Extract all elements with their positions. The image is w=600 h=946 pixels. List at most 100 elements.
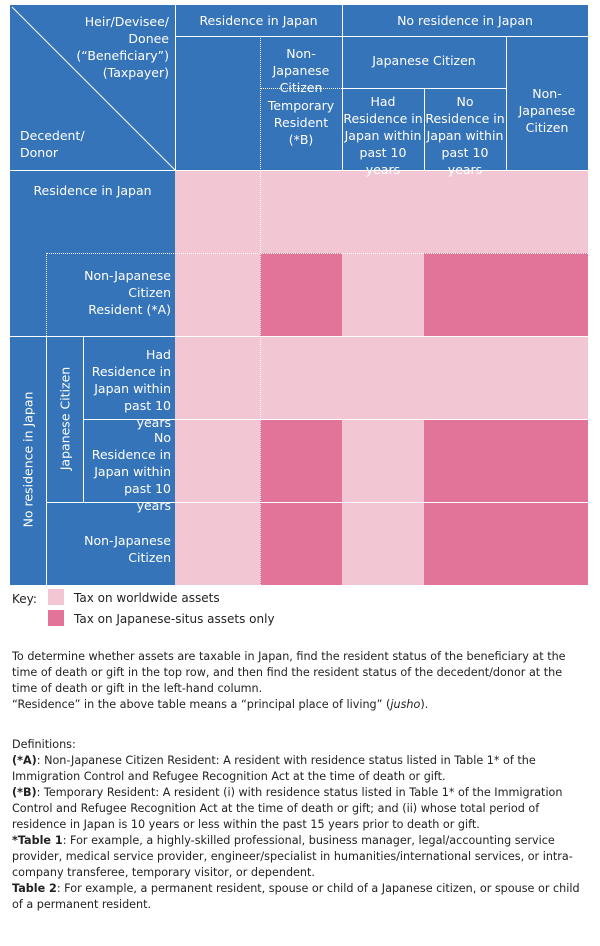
- tax-cell-japanese-situs: [506, 253, 588, 336]
- definition-label: (*B): [12, 786, 37, 799]
- taxpayer-line: (Taxpayer): [102, 65, 169, 80]
- header-band: [10, 5, 588, 170]
- row-line: Non-Japanese: [84, 268, 171, 283]
- tax-cell-worldwide: [424, 336, 506, 419]
- tax-cell-worldwide: [506, 170, 588, 253]
- key-title: Key:: [12, 592, 37, 606]
- row-line: Japan within: [94, 464, 171, 479]
- row-header-had-residence: Had Residence in Japan within past 10 ye…: [88, 346, 171, 431]
- header-divider: [506, 36, 507, 170]
- row-line: Residence in: [91, 364, 171, 379]
- tax-cell-japanese-situs: [260, 253, 342, 336]
- header-line: Citizen: [279, 80, 323, 95]
- row-line: Citizen: [128, 285, 171, 300]
- header-divider: [175, 5, 176, 170]
- left-divider: [46, 336, 47, 585]
- header-line: past 10 years: [359, 145, 407, 177]
- col-header-temporary-resident: Temporary Resident (*B): [260, 97, 342, 148]
- decedent-label: Decedent/ Donor: [20, 127, 85, 161]
- definition-text: : For example, a highly-skilled professi…: [12, 834, 573, 879]
- decedent-line: Donor: [20, 145, 58, 160]
- row-header-no-residence-in-japan: No residence in Japan: [20, 391, 36, 528]
- header-divider: [342, 88, 506, 89]
- definition-table-1: *Table 1: For example, a highly-skilled …: [12, 833, 590, 881]
- definitions-title: Definitions:: [12, 738, 76, 751]
- key-label-worldwide: Tax on worldwide assets: [74, 591, 220, 605]
- header-line: No: [456, 94, 474, 109]
- left-divider: [46, 502, 588, 503]
- tax-cell-japanese-situs: [424, 419, 506, 502]
- header-line: past 10 years: [441, 145, 489, 177]
- definition-text: : For example, a permanent resident, spo…: [12, 882, 580, 911]
- row-line: Japan within: [94, 381, 171, 396]
- tax-cell-worldwide: [175, 419, 260, 502]
- row-header-japanese-citizen: Japanese Citizen: [57, 366, 73, 471]
- diagonal-divider: [11, 6, 175, 170]
- definition-b: (*B): Temporary Resident: A resident (i)…: [12, 785, 590, 833]
- header-dotted-divider: [260, 88, 342, 89]
- definition-text: : Temporary Resident: A resident (i) wit…: [12, 786, 563, 831]
- intro-paragraph: To determine whether assets are taxable …: [12, 650, 566, 695]
- tax-cell-japanese-situs: [260, 502, 342, 585]
- definition-text: : Non-Japanese Citizen Resident: A resid…: [12, 754, 536, 783]
- row-header-no-residence: No Residence in Japan within past 10 yea…: [88, 429, 171, 514]
- row-line: past 10 years: [124, 481, 171, 513]
- tax-cell-worldwide: [260, 170, 342, 253]
- tax-cell-worldwide: [175, 502, 260, 585]
- tax-cell-japanese-situs: [424, 253, 506, 336]
- left-band: [10, 170, 175, 585]
- tax-cell-worldwide: [175, 336, 260, 419]
- header-divider: [175, 36, 588, 37]
- decedent-line: Decedent/: [20, 128, 85, 143]
- tax-cell-worldwide: [175, 170, 260, 253]
- left-divider: [10, 170, 588, 171]
- tax-cell-japanese-situs: [424, 502, 506, 585]
- tax-cell-worldwide: [506, 336, 588, 419]
- header-line: Japan within: [426, 128, 504, 143]
- header-dotted-divider: [260, 36, 261, 585]
- col-header-no-residence: No Residence in Japan within past 10 yea…: [424, 93, 506, 178]
- row-line: Had: [146, 347, 171, 362]
- tax-cell-japanese-situs: [260, 419, 342, 502]
- col-header-no-residence-in-japan: No residence in Japan: [397, 13, 533, 28]
- header-line: Residence in: [425, 111, 505, 126]
- row-header-residence-in-japan: Residence in Japan: [33, 183, 152, 198]
- header-line: Had: [370, 94, 396, 109]
- left-dotted-divider: [46, 253, 588, 254]
- header-line: Non-Japanese: [518, 86, 576, 118]
- left-dotted-divider: [46, 253, 47, 336]
- residence-note-term: jusho: [390, 698, 421, 711]
- col-header-non-japanese-citizen-nr: Non-Japanese Citizen: [506, 85, 588, 136]
- header-line: Temporary: [267, 98, 335, 113]
- row-line: Non-Japanese: [84, 533, 171, 548]
- header-line: Non-Japanese: [272, 46, 330, 78]
- taxpayer-line: Donee: [128, 31, 169, 46]
- tax-cell-worldwide: [260, 336, 342, 419]
- left-divider: [10, 336, 588, 337]
- row-line: past 10 years: [124, 398, 171, 430]
- definitions: Definitions: (*A): Non-Japanese Citizen …: [12, 737, 590, 913]
- definition-label: *Table 1: [12, 834, 63, 847]
- col-header-non-japanese-citizen: Non-Japanese Citizen: [260, 45, 342, 96]
- intro-text: To determine whether assets are taxable …: [12, 649, 590, 713]
- header-line: Citizen: [525, 120, 569, 135]
- residence-note: “Residence” in the above table means a “…: [12, 697, 590, 713]
- tax-cell-worldwide: [342, 419, 424, 502]
- taxpayer-label: Heir/Devisee/ Donee (“Beneficiary”) (Tax…: [19, 13, 169, 81]
- tax-cell-worldwide: [342, 336, 424, 419]
- tax-table: Heir/Devisee/ Donee (“Beneficiary”) (Tax…: [10, 5, 588, 585]
- tax-cell-worldwide: [424, 170, 506, 253]
- header-divider: [424, 88, 425, 170]
- tax-cell-worldwide: [342, 502, 424, 585]
- row-line: No: [154, 430, 171, 445]
- tax-cell-worldwide: [342, 253, 424, 336]
- col-header-japanese-citizen: Japanese Citizen: [372, 53, 476, 68]
- key-label-japanese-situs: Tax on Japanese-situs assets only: [74, 612, 275, 626]
- row-line: Citizen: [128, 550, 171, 565]
- header-divider: [342, 5, 343, 170]
- header-line: Residence in: [343, 111, 423, 126]
- key-swatch-japanese-situs: [48, 610, 64, 626]
- key-swatch-worldwide: [48, 589, 64, 605]
- tax-cell-worldwide: [342, 170, 424, 253]
- tax-cell-japanese-situs: [506, 502, 588, 585]
